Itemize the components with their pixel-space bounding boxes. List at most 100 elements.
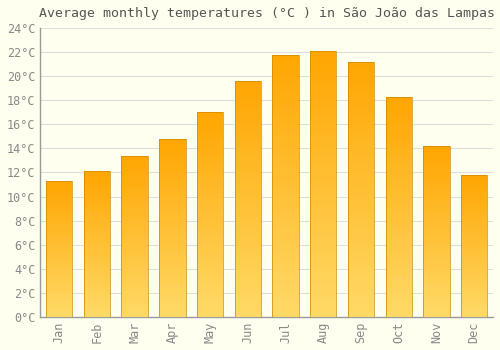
Bar	[84, 200, 110, 203]
Bar	[234, 152, 261, 156]
Bar	[197, 120, 224, 125]
Bar	[234, 223, 261, 227]
Bar	[234, 251, 261, 256]
Bar	[234, 119, 261, 124]
Bar	[84, 285, 110, 288]
Bar	[424, 146, 450, 317]
Bar	[310, 99, 336, 104]
Bar	[84, 250, 110, 253]
Bar	[386, 145, 412, 149]
Bar	[348, 220, 374, 225]
Bar	[122, 259, 148, 262]
Bar	[159, 196, 186, 199]
Bar	[310, 205, 336, 210]
Bar	[122, 310, 148, 314]
Bar	[197, 145, 224, 149]
Bar	[348, 159, 374, 164]
Bar	[46, 301, 72, 303]
Bar	[46, 290, 72, 292]
Bar	[310, 152, 336, 157]
Bar	[159, 199, 186, 203]
Bar	[424, 146, 450, 149]
Bar	[84, 253, 110, 256]
Bar	[234, 166, 261, 170]
Bar	[197, 280, 224, 284]
Bar	[461, 286, 487, 288]
Bar	[461, 308, 487, 311]
Bar	[159, 217, 186, 220]
Bar	[386, 229, 412, 233]
Bar	[46, 235, 72, 238]
Bar	[424, 293, 450, 296]
Bar	[46, 271, 72, 273]
Bar	[424, 289, 450, 293]
Bar	[272, 238, 299, 243]
Bar	[272, 270, 299, 275]
Bar	[159, 246, 186, 249]
Bar	[197, 166, 224, 169]
Bar	[310, 67, 336, 72]
Bar	[310, 178, 336, 184]
Bar	[46, 287, 72, 290]
Bar	[424, 269, 450, 272]
Bar	[46, 186, 72, 189]
Bar	[159, 288, 186, 292]
Bar	[461, 237, 487, 240]
Bar	[84, 311, 110, 314]
Bar	[234, 288, 261, 293]
Bar	[84, 282, 110, 285]
Bar	[122, 217, 148, 220]
Bar	[159, 267, 186, 271]
Bar	[424, 283, 450, 286]
Bar	[46, 241, 72, 243]
Bar	[234, 124, 261, 128]
Bar	[46, 260, 72, 262]
Bar	[461, 197, 487, 201]
Bar	[122, 201, 148, 204]
Bar	[424, 255, 450, 259]
Bar	[310, 157, 336, 163]
Bar	[84, 314, 110, 317]
Bar	[234, 241, 261, 246]
Bar	[272, 285, 299, 290]
Bar	[197, 161, 224, 166]
Bar	[348, 92, 374, 97]
Bar	[197, 272, 224, 276]
Bar	[84, 203, 110, 206]
Bar	[386, 163, 412, 167]
Bar	[122, 307, 148, 310]
Bar	[461, 209, 487, 212]
Bar	[197, 112, 224, 317]
Bar	[197, 260, 224, 264]
Bar	[159, 249, 186, 253]
Bar	[348, 240, 374, 245]
Bar	[84, 174, 110, 177]
Bar	[424, 231, 450, 235]
Bar	[197, 210, 224, 215]
Bar	[46, 203, 72, 205]
Bar	[197, 300, 224, 304]
Bar	[122, 210, 148, 214]
Bar	[122, 256, 148, 259]
Bar	[46, 292, 72, 295]
Bar	[234, 180, 261, 185]
Bar	[122, 230, 148, 233]
Bar	[386, 119, 412, 123]
Bar	[386, 136, 412, 141]
Bar	[234, 133, 261, 138]
Bar	[310, 253, 336, 258]
Bar	[122, 262, 148, 265]
Bar	[159, 220, 186, 224]
Bar	[348, 138, 374, 143]
Bar	[84, 230, 110, 232]
Bar	[272, 206, 299, 212]
Bar	[46, 227, 72, 230]
Bar	[197, 309, 224, 313]
Bar	[84, 186, 110, 189]
Bar	[272, 196, 299, 201]
Bar	[234, 175, 261, 180]
Bar	[424, 214, 450, 218]
Bar	[461, 266, 487, 268]
Bar	[159, 182, 186, 185]
Bar	[272, 217, 299, 222]
